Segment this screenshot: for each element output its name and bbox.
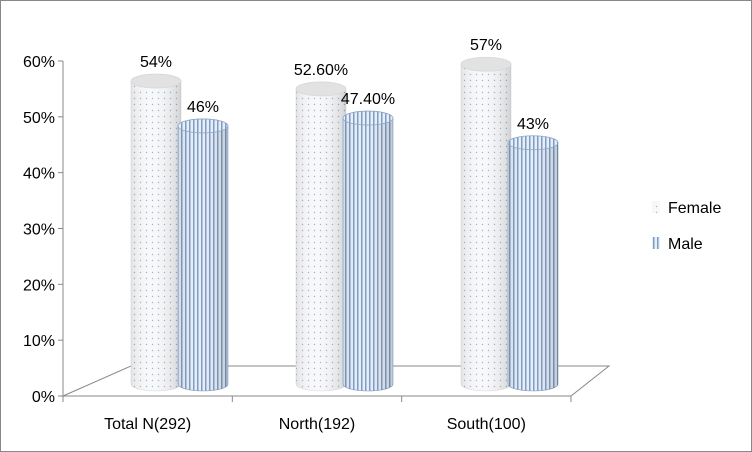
bar-shade <box>296 88 346 391</box>
bar-female: 57% <box>460 37 512 392</box>
x-tick-label: South(100) <box>447 416 526 433</box>
legend-swatch-female <box>652 201 660 213</box>
bar-shade <box>508 142 558 391</box>
bar-top <box>130 73 182 89</box>
bar-top <box>295 81 347 97</box>
bar-shade <box>343 118 393 391</box>
data-label: 52.60% <box>294 62 348 79</box>
y-tick-label: 60% <box>23 54 55 71</box>
legend-swatch-male <box>652 237 660 249</box>
y-tick-label: 40% <box>23 166 55 183</box>
bar-female: 52.60% <box>294 62 348 392</box>
x-tick-label: North(192) <box>279 416 355 433</box>
bar-top <box>342 110 394 126</box>
bar-shade <box>131 81 181 391</box>
legend: Female Male <box>652 200 721 253</box>
data-label: 47.40% <box>341 91 395 108</box>
bar-shade <box>461 64 511 392</box>
y-tick-label: 30% <box>23 222 55 239</box>
data-label: 54% <box>140 54 172 71</box>
bar-top <box>460 56 512 72</box>
y-tick-label: 10% <box>23 333 55 350</box>
data-label: 46% <box>187 99 219 116</box>
y-tick-label: 50% <box>23 110 55 127</box>
bar-top <box>177 118 229 134</box>
bar-male: 46% <box>177 99 229 392</box>
x-tick-label: Total N(292) <box>104 416 191 433</box>
legend-label: Female <box>668 200 721 217</box>
data-label: 57% <box>470 37 502 54</box>
bar-male: 47.40% <box>341 91 395 392</box>
y-tick-label: 0% <box>32 389 55 406</box>
y-tick-label: 20% <box>23 277 55 294</box>
bar-shade <box>178 125 228 391</box>
legend-label: Male <box>668 236 703 253</box>
bar-male: 43% <box>507 116 559 392</box>
bar-top <box>507 135 559 151</box>
bar-female: 54% <box>130 54 182 392</box>
data-label: 43% <box>517 116 549 133</box>
